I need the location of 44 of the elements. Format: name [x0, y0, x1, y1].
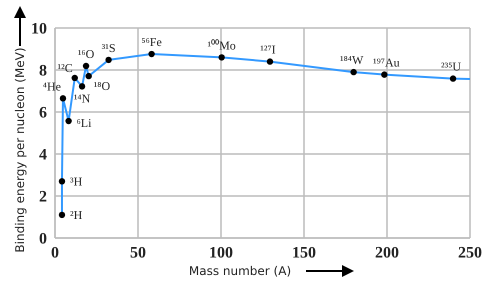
point: [60, 95, 66, 102]
x-tick-label: 250: [458, 244, 482, 262]
x-tick-label: 100: [209, 244, 233, 262]
point: [450, 75, 456, 82]
y-axis-title: Binding energy per nucleon (MeV): [13, 47, 27, 253]
point: [350, 68, 357, 76]
data-label: ³¹S: [102, 40, 116, 55]
point: [86, 72, 92, 80]
data-label: ¹⁶O: [78, 47, 95, 62]
data-label: ⁶Li: [76, 116, 92, 130]
point: [82, 62, 90, 70]
point: [148, 50, 155, 58]
y-tick-label: 6: [39, 104, 47, 122]
point: [266, 58, 274, 65]
data-label: ¹⁹⁷Au: [373, 56, 400, 70]
data-label: ²³⁵U: [441, 60, 462, 74]
point: [65, 118, 72, 124]
point: [58, 178, 66, 184]
point: [381, 71, 388, 78]
point: [218, 54, 225, 61]
data-label: ²H: [70, 208, 83, 222]
x-tick-label: 150: [292, 244, 316, 262]
data-label: ¹²⁷I: [260, 42, 276, 57]
data-label: ¹⁸O: [94, 79, 110, 94]
data-label: ⁵⁶Fe: [141, 35, 162, 50]
x-tick-label: 0: [51, 244, 59, 262]
y-tick-label: 8: [39, 62, 47, 80]
x-axis-title: Mass number (A): [188, 264, 292, 278]
y-tick-label: 10: [31, 20, 47, 38]
point: [78, 83, 86, 90]
y-tick-label: 2: [39, 188, 47, 206]
y-tick-label: 0: [39, 230, 47, 248]
data-label: ¹²C: [58, 60, 73, 75]
data-label: ¹⁴N: [74, 91, 91, 106]
x-tick-label: 200: [375, 244, 399, 262]
data-label: ¹⁰⁰Mo: [208, 38, 236, 52]
point: [72, 74, 78, 82]
point: [105, 56, 112, 64]
data-label: ⁴He: [42, 79, 61, 94]
data-label: ³H: [70, 174, 83, 188]
y-tick-label: 4: [39, 146, 47, 164]
data-label: ¹⁸⁴W: [340, 53, 364, 68]
x-tick-label: 50: [130, 244, 146, 262]
point: [58, 212, 66, 218]
